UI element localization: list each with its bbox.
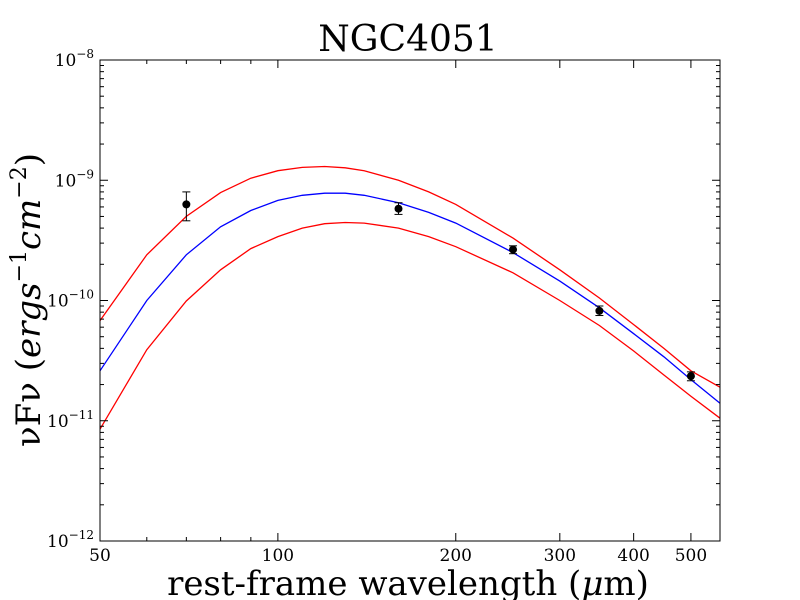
y-axis-ticks: 10−12 10−11 10−10 10−9 10−8 (47, 47, 720, 552)
data-point-0 (182, 200, 191, 209)
data-point-2 (509, 245, 518, 254)
plot-frame (99, 59, 721, 542)
series-line-best-fit (99, 192, 721, 404)
y-tick-label-1: 10−11 (47, 408, 94, 432)
chart-title: NGC4051 (318, 19, 497, 60)
y-tick-label-4: 10−8 (55, 47, 94, 71)
x-tick-label-2: 200 (440, 546, 472, 566)
x-tick-label-5: 500 (675, 546, 707, 566)
x-axis-label: rest-frame wavelength (μm) (167, 564, 649, 600)
y-axis-label: νFν (ergs−1cm−2) (7, 153, 49, 447)
x-tick-label-1: 100 (262, 546, 294, 566)
data-point-1 (394, 204, 403, 213)
y-tick-label-2: 10−10 (47, 288, 94, 312)
series-line-lower-bound (99, 221, 721, 430)
series-line-upper-bound (99, 165, 721, 388)
curves-group (99, 165, 721, 430)
points-group (182, 191, 695, 382)
x-tick-label-0: 50 (89, 546, 111, 566)
y-tick-label-0: 10−12 (47, 528, 94, 552)
y-tick-label-3: 10−9 (55, 167, 94, 191)
data-point-3 (595, 306, 604, 315)
x-tick-label-4: 400 (617, 546, 649, 566)
x-tick-label-3: 300 (544, 546, 576, 566)
x-axis-ticks: 50 100 200 300 400 500 (89, 60, 707, 566)
data-point-4 (686, 372, 695, 381)
